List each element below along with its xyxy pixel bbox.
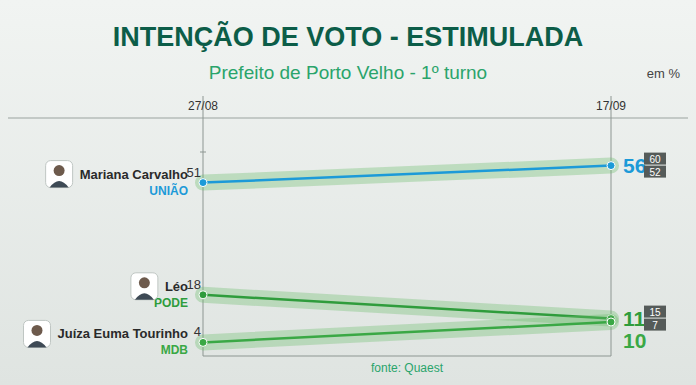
- x-axis-line: [203, 356, 611, 357]
- interval-box: [644, 306, 666, 318]
- interval-label: 52: [649, 167, 661, 178]
- chart: INTENÇÃO DE VOTO - ESTIMULADA Prefeito de…: [0, 0, 696, 385]
- line-halo: [203, 322, 611, 342]
- photo-head: [139, 277, 150, 288]
- series-party: PODE: [154, 296, 188, 310]
- marker: [199, 291, 207, 299]
- photo-body: [135, 293, 154, 300]
- marker: [199, 338, 207, 346]
- category-line: [203, 96, 204, 356]
- background: [0, 0, 696, 385]
- photo-body: [28, 341, 47, 348]
- series-line: [203, 295, 611, 319]
- subtitle: Prefeito de Porto Velho - 1º turno: [209, 62, 487, 83]
- source: fonte: Quaest: [371, 361, 444, 375]
- line-halo: [203, 166, 611, 183]
- interval-box: [644, 319, 666, 331]
- series-party: UNIÃO: [149, 183, 188, 198]
- range-end-mark: [200, 152, 206, 153]
- interval-box: [644, 153, 666, 165]
- photo-frame: [24, 320, 51, 347]
- data-label: 51: [187, 165, 201, 180]
- interval-label: 60: [649, 154, 661, 165]
- line-halo: [203, 295, 611, 319]
- photo-body: [50, 181, 69, 188]
- series-group: [199, 162, 615, 347]
- interval-box: [644, 166, 666, 178]
- category-label: 27/08: [188, 99, 218, 113]
- header-rule: [8, 118, 688, 119]
- data-label: 10: [623, 329, 646, 352]
- interval-label: 15: [649, 307, 661, 318]
- series-party: MDB: [161, 343, 189, 357]
- data-label: 11: [623, 307, 646, 330]
- series-name: Léo: [165, 279, 188, 294]
- series-name: Mariana Carvalho: [80, 167, 188, 182]
- title: INTENÇÃO DE VOTO - ESTIMULADA: [113, 21, 584, 52]
- marker: [607, 318, 615, 326]
- data-label: 56: [623, 154, 646, 177]
- category-label: 17/09: [596, 99, 626, 113]
- series-line: [203, 322, 611, 342]
- photo-frame: [131, 273, 158, 300]
- data-label: 4: [194, 324, 201, 339]
- interval-label: 7: [652, 320, 658, 331]
- series-line: [203, 166, 611, 183]
- series-name: Juíza Euma Tourinho: [58, 326, 189, 341]
- photo-head: [32, 325, 43, 336]
- unit-label: em %: [647, 66, 681, 81]
- marker: [199, 179, 207, 187]
- photo-frame: [46, 161, 73, 188]
- photo-head: [54, 165, 65, 176]
- data-label: 18: [187, 277, 201, 292]
- marker: [607, 162, 615, 170]
